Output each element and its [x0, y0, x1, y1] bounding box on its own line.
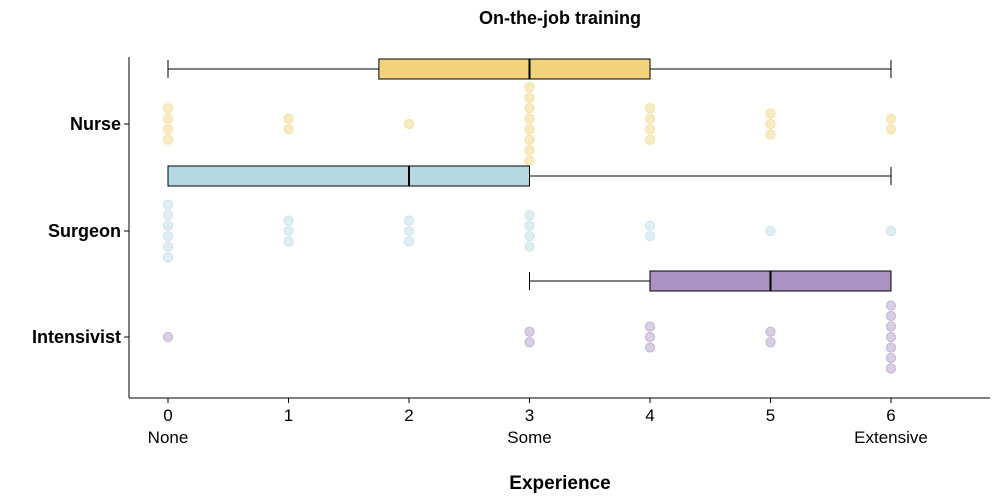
x-tick-label: 6	[886, 406, 895, 425]
y-tick-label-nurse: Nurse	[70, 114, 121, 134]
x-tick-sublabel: Some	[507, 428, 551, 447]
nurse-data-point	[644, 134, 656, 145]
intensivist-data-point	[644, 331, 656, 343]
intensivist-data-point	[885, 300, 897, 311]
x-ticks: 0 1 2 3 4 5 6 None Some Extensive	[148, 398, 928, 447]
intensivist-data-point	[765, 337, 776, 348]
nurse-data-point	[644, 124, 656, 135]
nurse-data-point	[524, 155, 535, 166]
surgeon-data-point	[765, 225, 776, 237]
x-tick-sublabel: Extensive	[854, 428, 928, 447]
intensivist-data-point	[885, 363, 897, 374]
nurse-data-point	[765, 129, 776, 140]
surgeon-data-point	[283, 236, 294, 247]
nurse-data-point	[524, 134, 535, 145]
boxes-layer	[167, 58, 892, 292]
intensivist-data-point	[885, 352, 897, 364]
surgeon-data-point	[885, 225, 897, 237]
surgeon-data-point	[162, 252, 174, 263]
surgeon-data-point	[162, 210, 174, 221]
points-layer	[162, 82, 897, 374]
surgeon-data-point	[162, 241, 174, 252]
surgeon-data-point	[403, 215, 415, 226]
intensivist-data-point	[885, 310, 897, 322]
surgeon-data-point	[524, 231, 535, 242]
nurse-data-point	[283, 113, 294, 124]
surgeon-data-point	[162, 220, 174, 231]
nurse-data-point	[162, 113, 174, 124]
intensivist-data-point	[524, 337, 535, 348]
intensivist-data-point	[885, 342, 897, 353]
surgeon-data-point	[403, 236, 415, 247]
surgeon-data-point	[524, 220, 535, 231]
x-tick-label: 0	[163, 406, 172, 425]
surgeon-data-point	[644, 220, 656, 231]
intensivist-data-point	[765, 326, 776, 337]
nurse-data-point	[524, 124, 535, 135]
intensivist-data-point	[885, 331, 897, 343]
nurse-data-point	[644, 113, 656, 124]
x-tick-label: 4	[645, 406, 654, 425]
surgeon-data-point	[162, 199, 174, 210]
nurse-data-point	[765, 108, 776, 119]
nurse-box	[378, 58, 651, 80]
x-tick-label: 5	[766, 406, 775, 425]
nurse-data-point	[524, 82, 535, 93]
nurse-data-point	[644, 103, 656, 114]
x-tick-sublabel: None	[148, 428, 189, 447]
surgeon-data-point	[403, 225, 415, 237]
surgeon-data-point	[644, 231, 656, 242]
surgeon-data-point	[283, 215, 294, 226]
y-ticks: Nurse Surgeon Intensivist	[32, 114, 129, 347]
nurse-data-point	[885, 124, 897, 135]
x-tick-label: 3	[525, 406, 534, 425]
nurse-data-point	[524, 92, 535, 103]
surgeon-data-point	[524, 210, 535, 221]
y-tick-label-surgeon: Surgeon	[48, 221, 121, 241]
nurse-data-point	[524, 103, 535, 114]
surgeon-box	[167, 165, 530, 187]
intensivist-data-point	[644, 342, 656, 353]
chart-title: On-the-job training	[479, 8, 641, 28]
y-tick-label-intensivist: Intensivist	[32, 327, 121, 347]
intensivist-data-point	[162, 331, 174, 343]
nurse-data-point	[524, 145, 535, 156]
nurse-data-point	[283, 124, 294, 135]
nurse-data-point	[765, 118, 776, 130]
intensivist-data-point	[644, 321, 656, 332]
x-axis-label: Experience	[509, 473, 610, 494]
x-tick-label: 2	[404, 406, 413, 425]
nurse-data-point	[162, 134, 174, 145]
nurse-data-point	[885, 113, 897, 124]
intensivist-data-point	[885, 321, 897, 332]
surgeon-data-point	[162, 231, 174, 242]
intensivist-data-point	[524, 326, 535, 337]
nurse-data-point	[403, 118, 415, 130]
x-tick-label: 1	[284, 406, 293, 425]
nurse-data-point	[162, 103, 174, 114]
surgeon-data-point	[283, 225, 294, 237]
nurse-data-point	[162, 124, 174, 135]
surgeon-data-point	[524, 241, 535, 252]
nurse-data-point	[524, 113, 535, 124]
